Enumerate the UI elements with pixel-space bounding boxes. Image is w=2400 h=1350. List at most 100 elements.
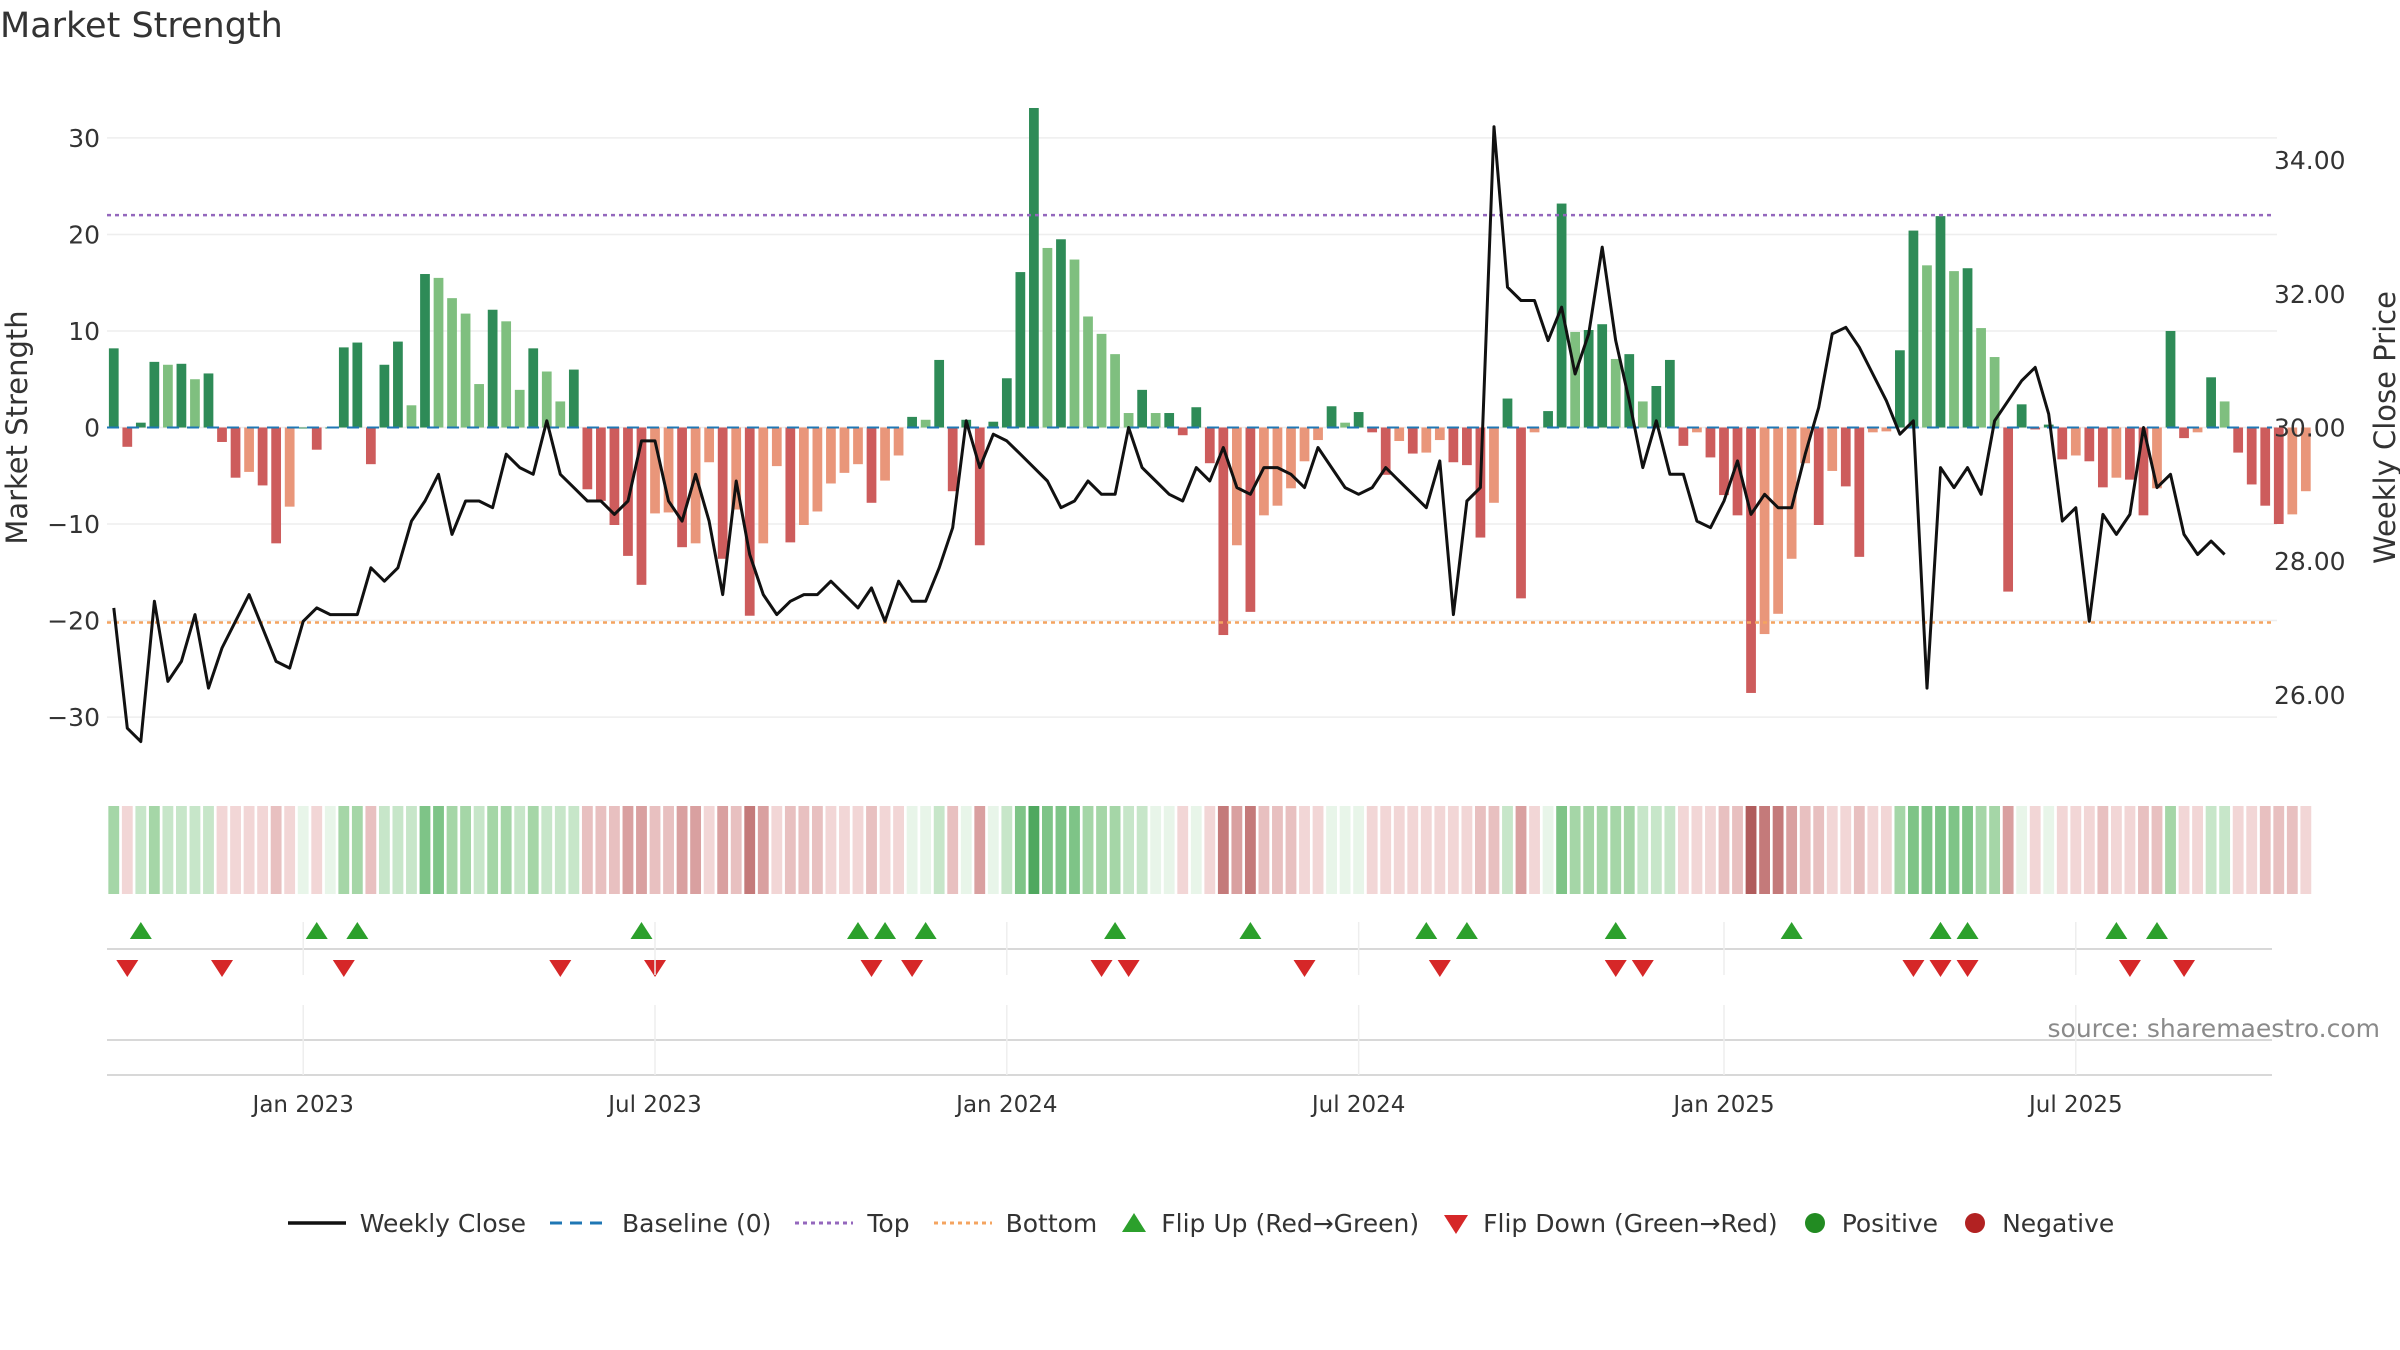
source-credit: source: sharemaestro.com	[2047, 1014, 2381, 1043]
flip-down-marker	[2118, 960, 2141, 977]
heat-cell	[1326, 806, 1337, 894]
heat-cell	[1150, 806, 1162, 894]
legend: Weekly Close Baseline (0) Top Bottom Flip Up…	[0, 1208, 2400, 1238]
strength-bar	[2097, 427, 2108, 488]
strength-bar	[1976, 328, 1986, 428]
strength-bar	[568, 369, 579, 428]
heat-cell	[663, 806, 674, 894]
strength-bar	[2016, 404, 2027, 428]
strength-bar	[1583, 330, 1594, 428]
flip-down-marker	[1117, 960, 1140, 977]
strength-bar	[1705, 427, 1716, 458]
heat-cell	[1272, 806, 1283, 894]
strength-bar	[1313, 427, 1323, 441]
heat-cell	[1610, 806, 1622, 894]
heat-cell	[798, 806, 810, 894]
strength-bar	[893, 427, 904, 456]
strength-bar	[812, 427, 823, 512]
strength-bar	[785, 427, 796, 543]
heat-cell	[311, 806, 323, 894]
strength-bars	[108, 107, 2311, 693]
legend-swatch	[287, 1221, 346, 1225]
heat-cell	[1299, 806, 1310, 894]
strength-bar	[190, 379, 200, 428]
x-tick-label: Jul 2025	[2027, 1092, 2123, 1118]
heat-cell	[216, 806, 228, 894]
strength-bar	[1421, 427, 1432, 453]
heat-cell	[825, 806, 837, 894]
heat-cell	[1732, 806, 1743, 894]
heat-cell	[2273, 806, 2285, 894]
heat-cell	[1244, 806, 1256, 894]
legend-item: Negative	[1960, 1208, 2114, 1238]
heat-cell	[1082, 806, 1094, 894]
heat-cell	[2232, 806, 2244, 894]
y-tick-label-left: 20	[68, 220, 100, 249]
heat-cell	[230, 806, 241, 894]
strength-bar	[1935, 216, 1946, 428]
heat-cell	[1109, 806, 1121, 894]
heat-cell	[1204, 806, 1216, 894]
flip-up-marker	[1929, 922, 1952, 939]
heat-cell	[2070, 806, 2082, 894]
heat-cell	[1677, 806, 1689, 894]
heat-cell	[960, 806, 972, 894]
heat-cell	[609, 806, 620, 894]
strength-bar	[596, 427, 606, 501]
flip-down-marker	[1090, 960, 1113, 977]
heat-cell	[649, 806, 661, 894]
flip-up-marker	[1956, 922, 1979, 939]
strength-bar	[1204, 427, 1215, 464]
heat-cell	[1569, 806, 1581, 894]
strength-bar	[2273, 427, 2284, 525]
flip-markers	[107, 922, 2272, 1076]
heat-cell	[365, 806, 377, 894]
y-tick-label-left: 10	[68, 317, 100, 346]
strength-bar	[1664, 359, 1675, 428]
heat-cell	[744, 806, 756, 894]
y-tick-label-right: 26.00	[2274, 681, 2346, 710]
flip-down-marker	[116, 960, 139, 977]
flip-down-marker	[549, 960, 572, 977]
heat-cell	[1407, 806, 1419, 894]
strength-bar	[1489, 427, 1499, 503]
heat-cell	[203, 806, 214, 894]
strength-bar	[298, 427, 309, 429]
strength-bar	[1651, 385, 1662, 428]
heat-cell	[1880, 806, 1892, 894]
y-tick-label-right: 30.00	[2274, 414, 2346, 443]
legend-swatch	[1804, 1213, 1825, 1233]
heat-cell	[1136, 806, 1148, 894]
heat-cell	[1556, 806, 1568, 894]
strength-bar	[1123, 413, 1134, 428]
flip-up-marker	[2105, 922, 2128, 939]
strength-bar	[1150, 413, 1161, 428]
x-tick-label: Jan 2023	[251, 1092, 354, 1118]
strength-bar	[2084, 427, 2095, 462]
heat-cell	[1488, 806, 1500, 894]
heat-cell	[243, 806, 255, 894]
strength-bar	[988, 421, 999, 428]
heat-cell	[1529, 806, 1540, 894]
strength-bar	[176, 363, 187, 428]
strength-bar	[1895, 350, 1905, 428]
strength-bar	[1597, 324, 1608, 428]
strength-bar	[1922, 265, 1932, 428]
flip-up-marker	[1455, 922, 1478, 939]
strength-bar	[1840, 427, 1851, 487]
strength-bar	[447, 298, 457, 428]
strength-bar	[934, 359, 945, 428]
strength-bar	[1001, 378, 1012, 428]
heat-cell	[2205, 806, 2217, 894]
heat-cell	[189, 806, 201, 894]
y-tick-label-right: 34.00	[2274, 146, 2346, 175]
strength-bar	[2152, 427, 2162, 489]
legend-triangle	[1122, 1213, 1147, 1232]
flip-down-marker	[1604, 960, 1627, 977]
strength-bar	[663, 427, 674, 513]
strength-bar	[1015, 272, 1026, 428]
strength-bar	[230, 427, 241, 478]
strength-bar	[203, 373, 214, 428]
y-tick-label-left: −20	[47, 607, 100, 636]
legend-dot	[1804, 1213, 1825, 1233]
